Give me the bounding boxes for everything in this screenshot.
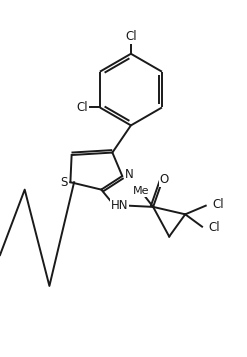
Text: Cl: Cl: [125, 30, 137, 43]
Text: Cl: Cl: [76, 101, 88, 114]
Text: HN: HN: [111, 199, 128, 212]
Text: Cl: Cl: [208, 221, 220, 235]
Text: Me: Me: [133, 186, 149, 196]
Text: S: S: [60, 176, 67, 189]
Text: Cl: Cl: [212, 198, 224, 211]
Text: O: O: [160, 173, 169, 186]
Text: N: N: [125, 168, 134, 181]
